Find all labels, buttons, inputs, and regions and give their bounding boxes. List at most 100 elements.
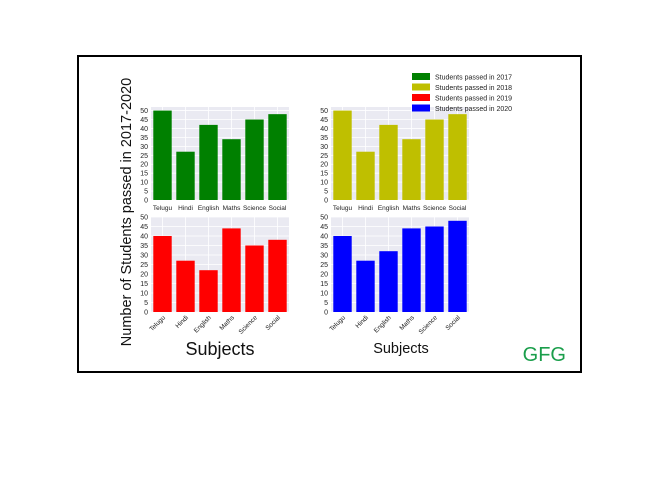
y-tick-label: 0 <box>324 198 328 205</box>
x-tick-label: Science <box>418 314 440 336</box>
y-tick-label: 15 <box>320 171 328 178</box>
y-tick-label: 15 <box>140 171 148 178</box>
legend-label: Students passed in 2019 <box>435 96 512 103</box>
y-axis-label: Number of Students passed in 2017-2020 <box>119 78 135 346</box>
bar-telugu <box>153 236 172 312</box>
x-tick-label: Hindi <box>354 314 369 329</box>
y-tick-label: 5 <box>144 189 148 196</box>
x-tick-label: Telugu <box>333 205 353 212</box>
y-tick-label: 50 <box>140 215 148 222</box>
y-tick-label: 40 <box>320 234 328 241</box>
y-tick-label: 45 <box>140 224 148 231</box>
plot-background <box>151 107 289 200</box>
y-tick-label: 5 <box>324 189 328 196</box>
bar-social <box>268 114 287 200</box>
bar-maths <box>402 139 421 200</box>
y-tick-label: 35 <box>320 135 328 142</box>
figure-frame: 0 5 10 15 20 25 30 35 40 45 50 Telugu Hindi English Ma… <box>77 55 582 373</box>
y-tick-label: 50 <box>140 108 148 115</box>
bar-maths <box>222 228 241 312</box>
bar-hindi <box>176 151 195 200</box>
legend-swatch <box>412 94 430 101</box>
y-tick-label: 40 <box>320 126 328 133</box>
x-tick-label: Telugu <box>148 314 167 333</box>
legend: Students passed in 2017 Students passed i… <box>412 73 512 113</box>
y-tick-label: 10 <box>140 291 148 298</box>
x-axis-label-right: Subjects <box>373 341 429 357</box>
x-tick-label: Science <box>238 314 260 336</box>
legend-label: Students passed in 2018 <box>435 85 512 92</box>
bar-maths <box>222 139 241 200</box>
bar-hindi <box>176 260 195 312</box>
y-tick-label: 45 <box>320 117 328 124</box>
bar-science <box>425 119 444 200</box>
y-tick-label: 5 <box>324 300 328 307</box>
bar-telugu <box>333 236 352 312</box>
bar-social <box>448 220 467 312</box>
y-tick-label: 45 <box>320 224 328 231</box>
x-tick-label: Hindi <box>178 205 193 212</box>
x-tick-label: English <box>198 205 220 212</box>
y-tick-label: 0 <box>144 198 148 205</box>
y-tick-label: 5 <box>144 300 148 307</box>
legend-swatch <box>412 83 430 91</box>
y-tick-label: 30 <box>320 144 328 151</box>
y-tick-label: 0 <box>324 310 328 317</box>
x-tick-label: Maths <box>398 314 416 332</box>
y-tick-label: 10 <box>320 180 328 187</box>
subplot-3: 0 5 10 15 20 25 30 35 40 45 50 Telugu Hindi English Ma… <box>140 215 289 336</box>
x-tick-label: English <box>193 314 213 334</box>
bar-telugu <box>153 110 172 200</box>
y-tick-label: 20 <box>320 162 328 169</box>
subplot-2: 0 5 10 15 20 25 30 35 40 45 50 Telugu Hindi English Ma… <box>320 107 469 212</box>
y-tick-label: 20 <box>140 272 148 279</box>
y-tick-label: 50 <box>320 215 328 222</box>
y-tick-label: 30 <box>320 253 328 260</box>
plot-background <box>331 107 469 200</box>
gfg-watermark: GFG <box>522 344 566 366</box>
x-tick-label: Hindi <box>358 205 373 212</box>
bar-hindi <box>356 260 375 312</box>
x-tick-label: Science <box>243 205 267 212</box>
bar-science <box>425 226 444 312</box>
x-tick-label: Telugu <box>328 314 347 333</box>
subplot-1: 0 5 10 15 20 25 30 35 40 45 50 Telugu Hindi English Ma… <box>140 107 289 212</box>
y-tick-label: 10 <box>140 180 148 187</box>
y-tick-label: 25 <box>140 153 148 160</box>
y-tick-label: 20 <box>320 272 328 279</box>
y-tick-label: 45 <box>140 117 148 124</box>
y-tick-label: 25 <box>320 262 328 269</box>
x-tick-label: Telugu <box>153 205 173 212</box>
y-tick-label: 0 <box>144 310 148 317</box>
subplot-4: 0 5 10 15 20 25 30 35 40 45 50 Telugu Hindi English Ma… <box>320 215 469 336</box>
x-tick-label: Hindi <box>174 314 189 329</box>
x-tick-label: Science <box>423 205 447 212</box>
bar-english <box>199 270 218 312</box>
y-tick-label: 40 <box>140 126 148 133</box>
bar-social <box>268 239 287 312</box>
bar-english <box>379 251 398 312</box>
y-tick-label: 35 <box>140 135 148 142</box>
x-tick-label: Social <box>269 205 287 212</box>
y-tick-label: 10 <box>320 291 328 298</box>
x-tick-label: Maths <box>223 205 241 212</box>
y-tick-label: 15 <box>140 281 148 288</box>
y-tick-label: 30 <box>140 144 148 151</box>
y-tick-label: 30 <box>140 253 148 260</box>
x-tick-label: English <box>378 205 400 212</box>
bar-social <box>448 114 467 200</box>
y-tick-label: 50 <box>320 108 328 115</box>
x-tick-label: Social <box>444 314 462 332</box>
y-tick-label: 40 <box>140 234 148 241</box>
y-tick-label: 25 <box>140 262 148 269</box>
x-tick-label: Social <box>264 314 282 332</box>
bar-telugu <box>333 110 352 200</box>
y-tick-label: 35 <box>140 243 148 250</box>
legend-swatch <box>412 73 430 80</box>
legend-label: Students passed in 2020 <box>435 106 512 113</box>
bar-maths <box>402 228 421 312</box>
x-tick-label: English <box>373 314 393 334</box>
x-tick-label: Maths <box>218 314 236 332</box>
y-tick-label: 35 <box>320 243 328 250</box>
